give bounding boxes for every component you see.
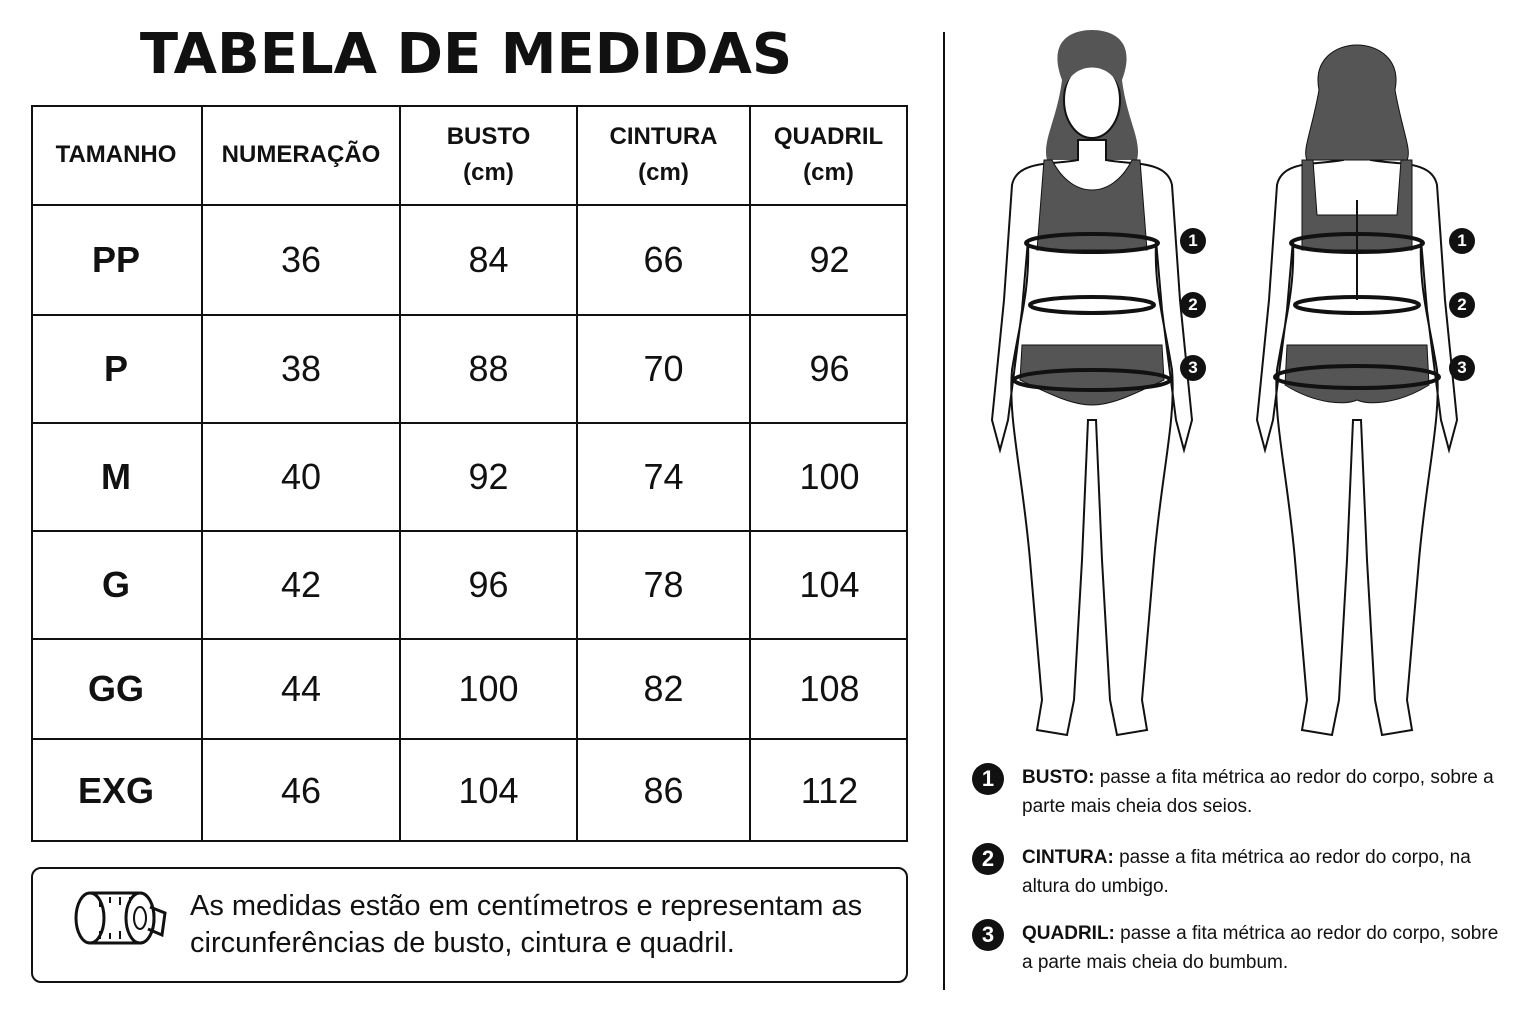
size-cell: P <box>31 316 203 424</box>
header-text: NUMERAÇÃO <box>221 140 381 168</box>
value-cell: 104 <box>401 740 578 842</box>
instruction-label: BUSTO: <box>1022 767 1095 788</box>
instruction-text: passe a fita métrica ao redor do corpo, … <box>1022 923 1499 973</box>
header-cell: QUADRIL (cm) <box>751 105 906 206</box>
header-cell: CINTURA (cm) <box>578 105 751 206</box>
header-text: (cm) <box>803 158 854 186</box>
instruction-text: passe a fita métrica ao redor do corpo, … <box>1022 767 1494 817</box>
header-text: (cm) <box>638 158 689 186</box>
figure-badge: 1 <box>1180 228 1206 254</box>
value-cell: 96 <box>401 532 578 640</box>
figure-badge: 2 <box>1180 292 1206 318</box>
value-cell: 66 <box>578 206 751 316</box>
body-figures <box>991 30 1458 736</box>
value-cell: 44 <box>203 640 401 740</box>
header-text: (cm) <box>463 158 514 186</box>
value-cell: 96 <box>751 316 908 424</box>
note-box <box>31 867 908 983</box>
instruction: BUSTO: passe a fita métrica ao redor do … <box>1022 763 1512 821</box>
size-cell: EXG <box>31 740 203 842</box>
figure-badge: 3 <box>1449 355 1475 381</box>
value-cell: 36 <box>203 206 401 316</box>
value-cell: 92 <box>751 206 908 316</box>
size-table: TAMANHO NUMERAÇÃO BUSTO (cm) CINTURA (cm) QUAD… <box>31 105 908 842</box>
instruction: QUADRIL: passe a fita métrica ao redor d… <box>1022 919 1512 977</box>
size-cell: PP <box>31 206 203 316</box>
size-cell: GG <box>31 640 203 740</box>
value-cell: 40 <box>203 424 401 532</box>
value-cell: 92 <box>401 424 578 532</box>
value-cell: 82 <box>578 640 751 740</box>
badge: 3 <box>972 919 1004 951</box>
tape-icon <box>74 891 167 945</box>
badge: 1 <box>972 763 1004 795</box>
instruction-label: CINTURA: <box>1022 847 1114 868</box>
instruction-label: QUADRIL: <box>1022 923 1115 944</box>
badge: 2 <box>972 843 1004 875</box>
value-cell: 108 <box>751 640 908 740</box>
instruction-text: passe a fita métrica ao redor do corpo, … <box>1022 847 1471 897</box>
value-cell: 46 <box>203 740 401 842</box>
figure-badge: 2 <box>1449 292 1475 318</box>
header-cell: NUMERAÇÃO <box>203 105 401 206</box>
value-cell: 78 <box>578 532 751 640</box>
value-cell: 86 <box>578 740 751 842</box>
size-cell: M <box>31 424 203 532</box>
value-cell: 100 <box>751 424 908 532</box>
value-cell: 38 <box>203 316 401 424</box>
header-text: QUADRIL <box>773 122 884 150</box>
value-cell: 84 <box>401 206 578 316</box>
header-text: TAMANHO <box>55 140 177 168</box>
divider <box>943 32 945 990</box>
instruction: CINTURA: passe a fita métrica ao redor d… <box>1022 843 1512 901</box>
header-text: BUSTO <box>446 122 531 150</box>
value-cell: 100 <box>401 640 578 740</box>
header-cell: TAMANHO <box>31 105 203 206</box>
figure-badge: 3 <box>1180 355 1206 381</box>
figure-badge: 1 <box>1449 228 1475 254</box>
size-cell: G <box>31 532 203 640</box>
note: As medidas estão em centímetros e repres… <box>190 890 863 959</box>
value-cell: 70 <box>578 316 751 424</box>
header-text: CINTURA <box>609 122 718 150</box>
value-cell: 112 <box>800 770 859 811</box>
header-cell: BUSTO (cm) <box>401 105 578 206</box>
value-cell: 88 <box>401 316 578 424</box>
value-cell: 74 <box>578 424 751 532</box>
title: TABELA DE MEDIDAS <box>139 22 793 87</box>
value-cell: 104 <box>751 532 908 640</box>
value-cell: 42 <box>203 532 401 640</box>
